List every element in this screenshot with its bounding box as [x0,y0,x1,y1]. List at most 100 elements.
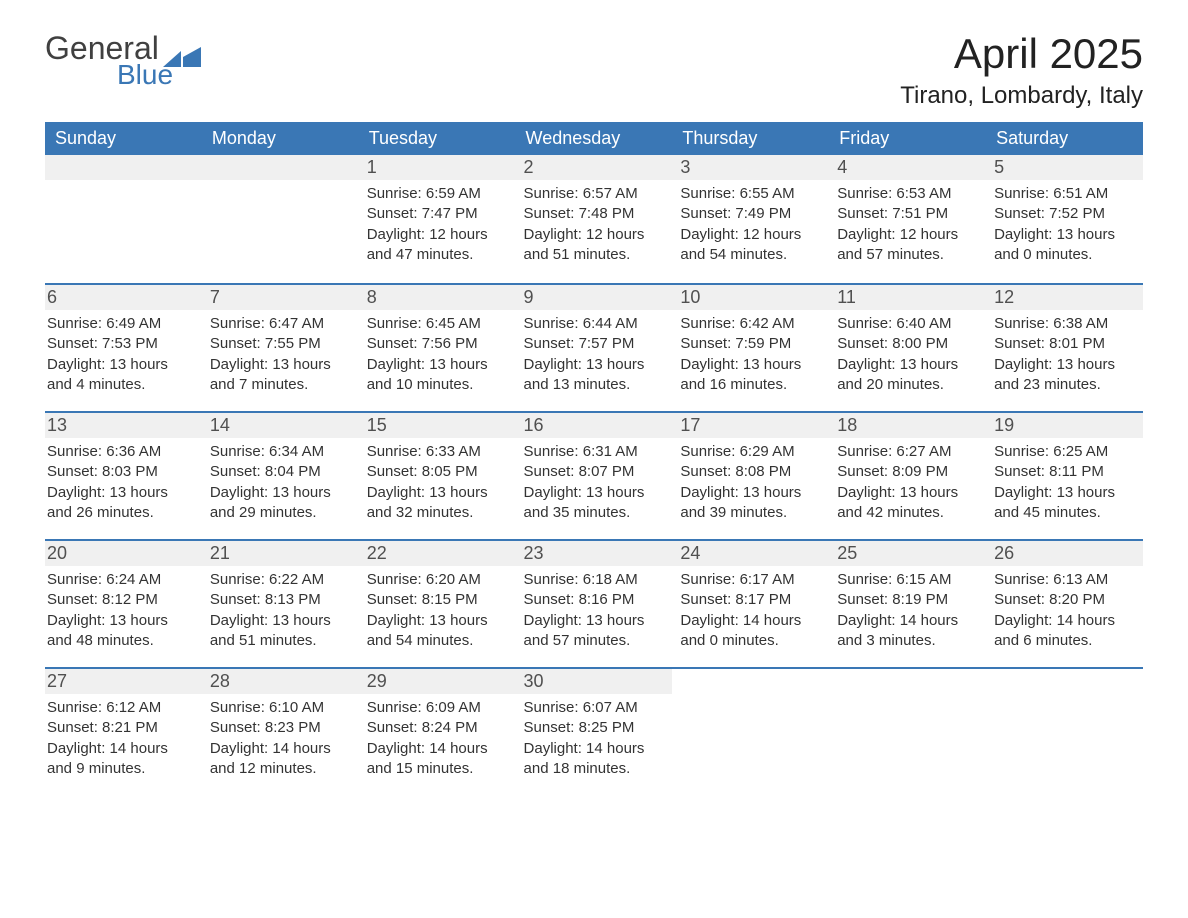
day-content: Sunrise: 6:53 AMSunset: 7:51 PMDaylight:… [829,180,986,275]
calendar-day-cell: 4Sunrise: 6:53 AMSunset: 7:51 PMDaylight… [829,155,986,283]
day-content: Sunrise: 6:22 AMSunset: 8:13 PMDaylight:… [202,566,359,661]
daylight-text: Daylight: 13 hours and 13 minutes. [524,355,665,396]
day-number: 25 [829,539,986,566]
calendar-day-cell [986,667,1143,795]
calendar-day-cell [672,667,829,795]
sunrise-text: Sunrise: 6:25 AM [994,442,1135,462]
sunrise-text: Sunrise: 6:12 AM [47,698,194,718]
daylight-text: Daylight: 13 hours and 23 minutes. [994,355,1135,396]
day-number [202,155,359,180]
sunrise-text: Sunrise: 6:55 AM [680,184,821,204]
day-content: Sunrise: 6:44 AMSunset: 7:57 PMDaylight:… [516,310,673,405]
day-number: 30 [516,667,673,694]
sunset-text: Sunset: 8:05 PM [367,462,508,482]
daylight-text: Daylight: 13 hours and 42 minutes. [837,483,978,524]
day-content: Sunrise: 6:40 AMSunset: 8:00 PMDaylight:… [829,310,986,405]
weekday-header: Thursday [672,122,829,155]
calendar-body: 1Sunrise: 6:59 AMSunset: 7:47 PMDaylight… [45,155,1143,795]
day-number: 22 [359,539,516,566]
day-content: Sunrise: 6:34 AMSunset: 8:04 PMDaylight:… [202,438,359,533]
calendar-day-cell: 8Sunrise: 6:45 AMSunset: 7:56 PMDaylight… [359,283,516,411]
day-content: Sunrise: 6:13 AMSunset: 8:20 PMDaylight:… [986,566,1143,661]
day-number: 23 [516,539,673,566]
daylight-text: Daylight: 13 hours and 7 minutes. [210,355,351,396]
sunset-text: Sunset: 8:09 PM [837,462,978,482]
day-content: Sunrise: 6:24 AMSunset: 8:12 PMDaylight:… [45,566,202,661]
daylight-text: Daylight: 14 hours and 6 minutes. [994,611,1135,652]
sunrise-text: Sunrise: 6:18 AM [524,570,665,590]
sunrise-text: Sunrise: 6:57 AM [524,184,665,204]
calendar-day-cell: 25Sunrise: 6:15 AMSunset: 8:19 PMDayligh… [829,539,986,667]
day-content: Sunrise: 6:55 AMSunset: 7:49 PMDaylight:… [672,180,829,275]
day-number: 12 [986,283,1143,310]
sunset-text: Sunset: 8:21 PM [47,718,194,738]
daylight-text: Daylight: 13 hours and 54 minutes. [367,611,508,652]
sunset-text: Sunset: 8:15 PM [367,590,508,610]
calendar-day-cell: 16Sunrise: 6:31 AMSunset: 8:07 PMDayligh… [516,411,673,539]
calendar-day-cell: 21Sunrise: 6:22 AMSunset: 8:13 PMDayligh… [202,539,359,667]
day-content: Sunrise: 6:10 AMSunset: 8:23 PMDaylight:… [202,694,359,789]
day-number: 27 [45,667,202,694]
daylight-text: Daylight: 13 hours and 35 minutes. [524,483,665,524]
day-number [45,155,202,180]
day-number [829,667,986,694]
sunset-text: Sunset: 7:57 PM [524,334,665,354]
calendar-day-cell: 30Sunrise: 6:07 AMSunset: 8:25 PMDayligh… [516,667,673,795]
sunrise-text: Sunrise: 6:17 AM [680,570,821,590]
day-number: 17 [672,411,829,438]
sunrise-text: Sunrise: 6:29 AM [680,442,821,462]
calendar-day-cell: 23Sunrise: 6:18 AMSunset: 8:16 PMDayligh… [516,539,673,667]
day-number: 6 [45,283,202,310]
calendar-day-cell: 28Sunrise: 6:10 AMSunset: 8:23 PMDayligh… [202,667,359,795]
daylight-text: Daylight: 13 hours and 20 minutes. [837,355,978,396]
daylight-text: Daylight: 13 hours and 32 minutes. [367,483,508,524]
weekday-header: Wednesday [516,122,673,155]
sunset-text: Sunset: 7:52 PM [994,204,1135,224]
daylight-text: Daylight: 13 hours and 0 minutes. [994,225,1135,266]
day-number: 1 [359,155,516,180]
sunrise-text: Sunrise: 6:34 AM [210,442,351,462]
sunrise-text: Sunrise: 6:38 AM [994,314,1135,334]
sunset-text: Sunset: 8:00 PM [837,334,978,354]
day-content: Sunrise: 6:09 AMSunset: 8:24 PMDaylight:… [359,694,516,789]
day-number: 15 [359,411,516,438]
day-content: Sunrise: 6:18 AMSunset: 8:16 PMDaylight:… [516,566,673,661]
daylight-text: Daylight: 13 hours and 45 minutes. [994,483,1135,524]
sunset-text: Sunset: 8:23 PM [210,718,351,738]
sunset-text: Sunset: 8:03 PM [47,462,194,482]
sunrise-text: Sunrise: 6:47 AM [210,314,351,334]
day-number: 20 [45,539,202,566]
sunset-text: Sunset: 8:04 PM [210,462,351,482]
daylight-text: Daylight: 14 hours and 15 minutes. [367,739,508,780]
logo: General Blue [45,30,201,91]
sunset-text: Sunset: 7:53 PM [47,334,194,354]
sunrise-text: Sunrise: 6:45 AM [367,314,508,334]
calendar-day-cell [45,155,202,283]
sunrise-text: Sunrise: 6:33 AM [367,442,508,462]
calendar-day-cell: 15 Sunrise: 6:33 AMSunset: 8:05 PMDayligh… [359,411,516,539]
calendar-day-cell: 24Sunrise: 6:17 AMSunset: 8:17 PMDayligh… [672,539,829,667]
sunset-text: Sunset: 8:17 PM [680,590,821,610]
daylight-text: Daylight: 13 hours and 57 minutes. [524,611,665,652]
calendar-week-row: 6Sunrise: 6:49 AMSunset: 7:53 PMDaylight… [45,283,1143,411]
daylight-text: Daylight: 13 hours and 26 minutes. [47,483,194,524]
day-number: 18 [829,411,986,438]
day-content: Sunrise: 6:47 AMSunset: 7:55 PMDaylight:… [202,310,359,405]
calendar-day-cell: 3Sunrise: 6:55 AMSunset: 7:49 PMDaylight… [672,155,829,283]
daylight-text: Daylight: 13 hours and 51 minutes. [210,611,351,652]
calendar-day-cell: 9Sunrise: 6:44 AMSunset: 7:57 PMDaylight… [516,283,673,411]
day-content: Sunrise: 6:17 AMSunset: 8:17 PMDaylight:… [672,566,829,661]
sunrise-text: Sunrise: 6:42 AM [680,314,821,334]
calendar-day-cell: 17Sunrise: 6:29 AMSunset: 8:08 PMDayligh… [672,411,829,539]
calendar-header-row: Sunday Monday Tuesday Wednesday Thursday… [45,122,1143,155]
calendar-day-cell: 2Sunrise: 6:57 AMSunset: 7:48 PMDaylight… [516,155,673,283]
day-number: 5 [986,155,1143,180]
day-content: Sunrise: 6:27 AMSunset: 8:09 PMDaylight:… [829,438,986,533]
daylight-text: Daylight: 14 hours and 9 minutes. [47,739,194,780]
day-content: Sunrise: 6:42 AMSunset: 7:59 PMDaylight:… [672,310,829,405]
calendar-day-cell: 11Sunrise: 6:40 AMSunset: 8:00 PMDayligh… [829,283,986,411]
weekday-header: Tuesday [359,122,516,155]
calendar-day-cell: 6Sunrise: 6:49 AMSunset: 7:53 PMDaylight… [45,283,202,411]
day-number: 3 [672,155,829,180]
daylight-text: Daylight: 14 hours and 12 minutes. [210,739,351,780]
